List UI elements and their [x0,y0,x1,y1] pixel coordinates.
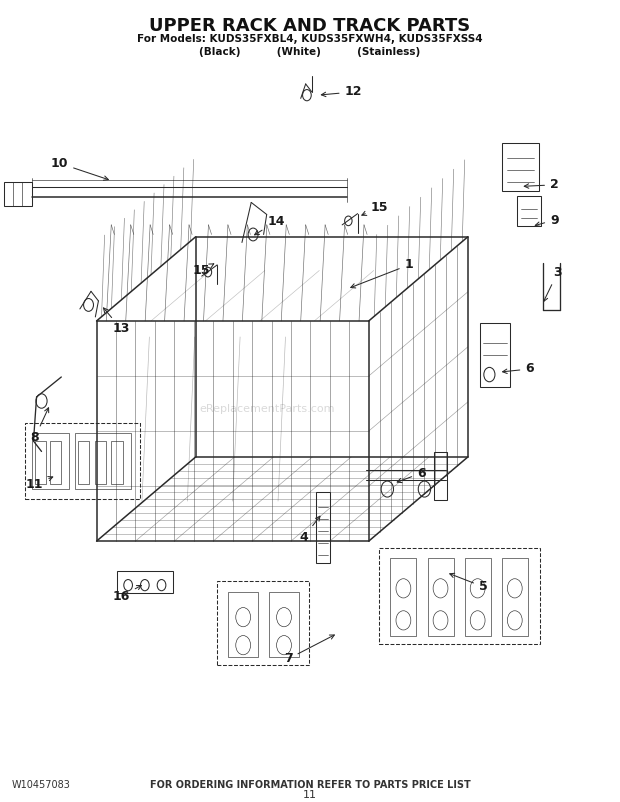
Bar [75,433,131,489]
Bar [112,441,123,484]
Bar [502,558,528,636]
Text: eReplacementParts.com: eReplacementParts.com [199,404,334,414]
Text: 4: 4 [299,516,320,544]
Bar [117,571,172,593]
Bar [517,196,541,226]
Text: 2: 2 [525,178,559,192]
Bar [50,441,61,484]
Bar [428,558,453,636]
Bar [35,441,46,484]
Bar [95,441,106,484]
Bar [316,492,330,563]
Text: 11: 11 [303,790,317,800]
Text: 10: 10 [51,156,108,180]
Bar [464,558,490,636]
Bar [379,549,540,644]
Text: 6: 6 [397,467,426,483]
Text: 15: 15 [362,200,388,216]
Text: 1: 1 [351,258,414,288]
Text: 6: 6 [503,363,534,375]
Bar [269,592,299,657]
Text: 15: 15 [193,264,214,277]
Bar [32,433,69,489]
Text: 11: 11 [26,476,53,491]
Text: (Black)          (White)          (Stainless): (Black) (White) (Stainless) [200,47,420,57]
Text: 5: 5 [450,573,487,593]
Text: 12: 12 [321,86,362,99]
Text: FOR ORDERING INFORMATION REFER TO PARTS PRICE LIST: FOR ORDERING INFORMATION REFER TO PARTS … [149,780,471,790]
Bar [217,581,309,665]
Bar [434,452,448,500]
Bar [480,322,510,387]
Text: For Models: KUDS35FXBL4, KUDS35FXWH4, KUDS35FXSS4: For Models: KUDS35FXBL4, KUDS35FXWH4, KU… [137,34,483,43]
Text: UPPER RACK AND TRACK PARTS: UPPER RACK AND TRACK PARTS [149,17,471,34]
Text: 7: 7 [284,635,334,666]
Text: 13: 13 [104,308,130,335]
Text: 3: 3 [544,266,562,302]
Bar [391,558,417,636]
Bar [4,182,32,206]
Text: W10457083: W10457083 [12,780,71,790]
Bar [25,423,140,499]
Text: 16: 16 [113,585,141,603]
Bar [78,441,89,484]
Text: 9: 9 [535,213,559,226]
Text: 8: 8 [30,407,49,444]
Bar [228,592,258,657]
Text: 14: 14 [255,215,285,235]
Bar [502,144,539,191]
